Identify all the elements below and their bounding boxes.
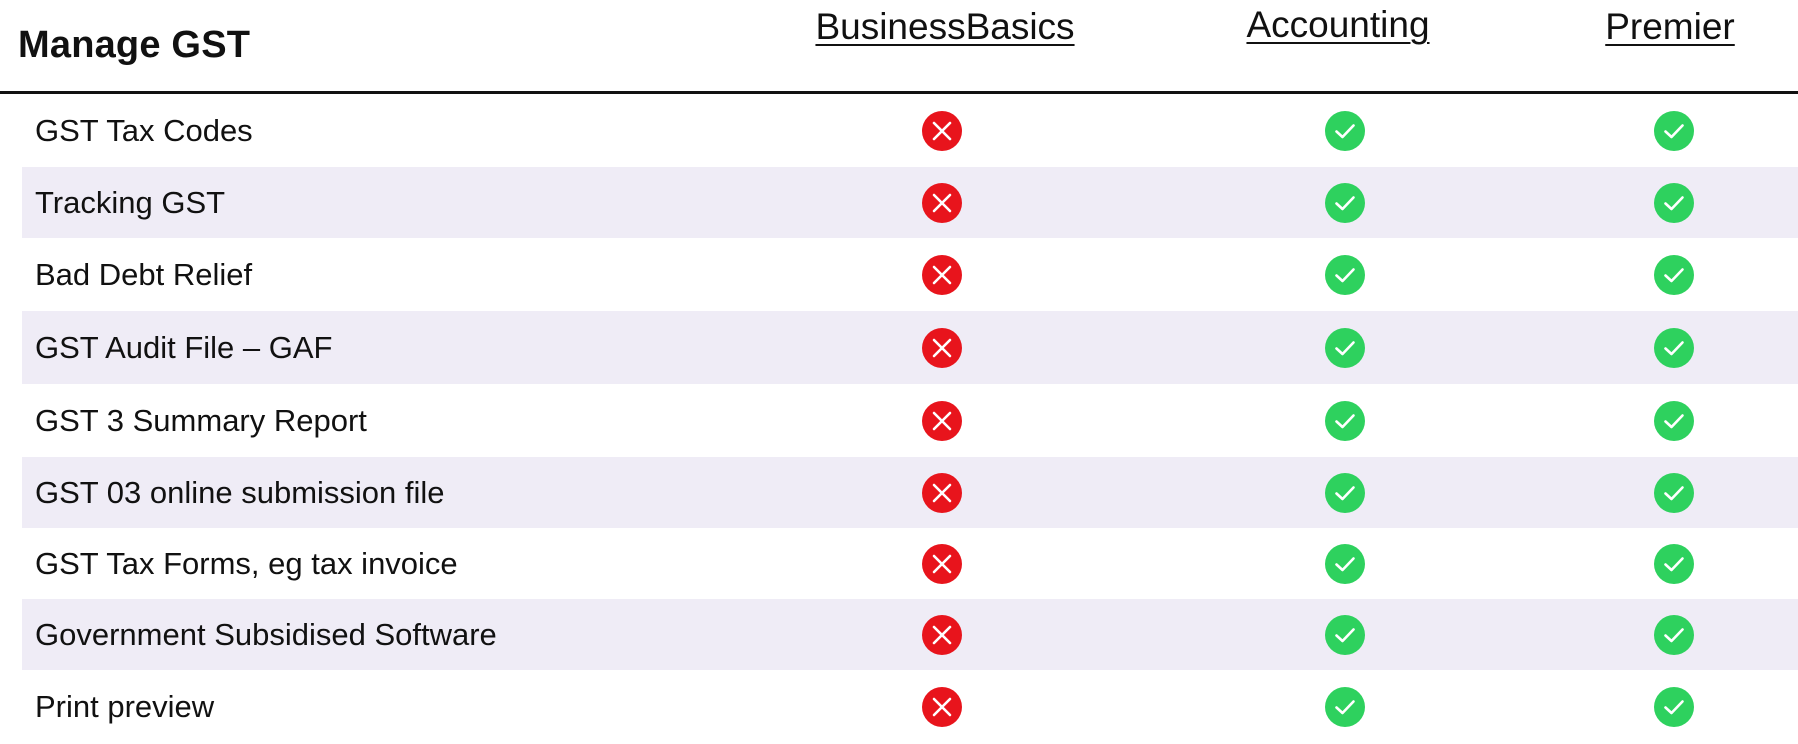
cross-circle-icon (921, 400, 963, 442)
table-row: GST Tax Forms, eg tax invoice (22, 528, 1798, 599)
feature-label: Bad Debt Relief (35, 256, 253, 292)
check-circle-icon (1324, 614, 1366, 656)
feature-label: GST Audit File – GAF (35, 329, 333, 365)
table-row: Bad Debt Relief (22, 238, 1798, 311)
feature-label: Print preview (35, 688, 215, 724)
table-row: Tracking GST (22, 167, 1798, 238)
table-row: GST 03 online submission file (22, 457, 1798, 528)
check-circle-icon (1653, 614, 1695, 656)
cross-circle-icon (921, 182, 963, 224)
check-circle-icon (1324, 327, 1366, 369)
feature-label: GST Tax Codes (35, 112, 253, 148)
section-title: Manage GST (18, 24, 251, 66)
check-circle-icon (1653, 182, 1695, 224)
check-circle-icon (1653, 686, 1695, 728)
check-circle-icon (1324, 400, 1366, 442)
check-circle-icon (1324, 254, 1366, 296)
cross-circle-icon (921, 614, 963, 656)
check-circle-icon (1324, 686, 1366, 728)
table-row: GST Tax Codes (22, 94, 1798, 167)
feature-label: GST Tax Forms, eg tax invoice (35, 545, 458, 581)
table-row: Government Subsidised Software (22, 599, 1798, 670)
check-circle-icon (1653, 543, 1695, 585)
check-circle-icon (1324, 182, 1366, 224)
check-circle-icon (1324, 543, 1366, 585)
table-row: Print preview (22, 670, 1798, 743)
table-row: GST Audit File – GAF (22, 311, 1798, 384)
check-circle-icon (1324, 472, 1366, 514)
plan-link-businessbasics[interactable]: BusinessBasics (815, 6, 1075, 47)
header-divider (0, 91, 1798, 94)
table-header: Manage GST BusinessBasics Accounting Pre… (0, 0, 1798, 94)
check-circle-icon (1653, 110, 1695, 152)
feature-label: GST 03 online submission file (35, 474, 445, 510)
cross-circle-icon (921, 254, 963, 296)
table-row: GST 3 Summary Report (22, 384, 1798, 457)
check-circle-icon (1653, 400, 1695, 442)
cross-circle-icon (921, 686, 963, 728)
cross-circle-icon (921, 543, 963, 585)
check-circle-icon (1653, 254, 1695, 296)
check-circle-icon (1653, 327, 1695, 369)
feature-label: Government Subsidised Software (35, 616, 497, 652)
check-circle-icon (1324, 110, 1366, 152)
cross-circle-icon (921, 110, 963, 152)
feature-label: GST 3 Summary Report (35, 402, 367, 438)
cross-circle-icon (921, 327, 963, 369)
cross-circle-icon (921, 472, 963, 514)
plan-link-accounting[interactable]: Accounting (1246, 4, 1430, 45)
plan-link-premier[interactable]: Premier (1605, 6, 1735, 47)
feature-rows: GST Tax Codes Tracking GST Bad Debt Relief… (22, 94, 1798, 743)
check-circle-icon (1653, 472, 1695, 514)
feature-label: Tracking GST (35, 184, 226, 220)
